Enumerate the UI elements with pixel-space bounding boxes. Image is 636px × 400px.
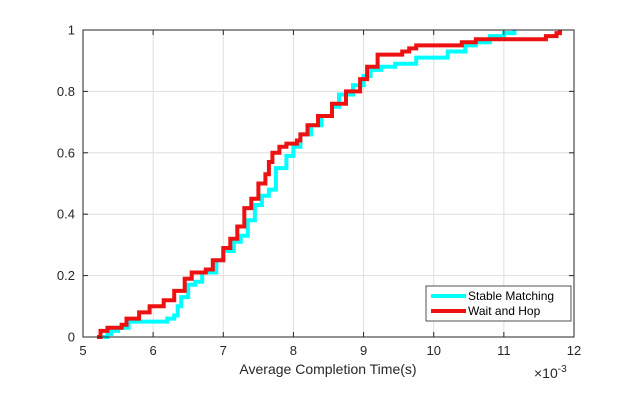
- x-tick-label: 7: [220, 343, 227, 358]
- y-tick-label: 0.8: [57, 84, 75, 99]
- ticks: [82, 29, 575, 338]
- legend-label-wait-and-hop: Wait and Hop: [468, 304, 541, 318]
- legend-box: [425, 285, 572, 322]
- x-tick-label: 6: [150, 343, 157, 358]
- x-tick-label: 11: [497, 343, 511, 358]
- x-axis-title: Average Completion Time(s): [239, 361, 416, 377]
- axes-box: [82, 29, 575, 338]
- legend-label-stable-matching: Stable Matching: [468, 289, 554, 303]
- y-tick-label: 0.4: [57, 207, 75, 222]
- x-tick-label: 8: [290, 343, 297, 358]
- x-tick-label: 10: [426, 343, 440, 358]
- tick-labels: 5 6 7 8 9 10 11 12 0 0.2 0.4 0.6 0.8 1: [57, 23, 581, 359]
- series-layer: [97, 30, 562, 339]
- y-tick-label: 1: [68, 23, 75, 38]
- x-tick-label: 9: [360, 343, 367, 358]
- series-line-stable-matching: [102, 30, 517, 339]
- legend: Stable Matching Wait and Hop: [425, 285, 572, 322]
- y-tick-label: 0.6: [57, 145, 75, 160]
- y-tick-label: 0.2: [57, 268, 75, 283]
- series-line-wait-and-hop: [97, 30, 562, 339]
- x-tick-label: 5: [79, 343, 86, 358]
- x-tick-label: 12: [567, 343, 581, 358]
- x-exponent-label: ×10-3: [534, 364, 567, 381]
- y-tick-label: 0: [68, 330, 75, 345]
